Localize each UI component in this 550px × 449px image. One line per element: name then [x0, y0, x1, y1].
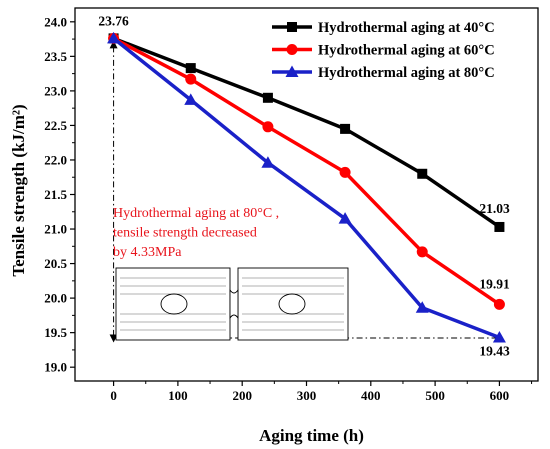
marker-triangle — [338, 212, 352, 224]
marker-square — [494, 221, 505, 232]
specimen-hole — [278, 293, 306, 315]
y-tick-label: 21.5 — [44, 187, 67, 202]
legend-label: Hydrothermal aging at 60°C — [318, 43, 495, 59]
legend-label: Hydrothermal aging at 40°C — [318, 20, 495, 36]
marker-circle — [286, 44, 298, 55]
legend-label: Hydrothermal aging at 80°C — [318, 65, 495, 81]
marker-circle — [185, 73, 197, 85]
y-tick-label: 22.0 — [44, 152, 67, 167]
specimen-illustration — [115, 267, 349, 341]
y-tick-label: 23.0 — [44, 83, 67, 98]
specimen-notch — [229, 288, 239, 320]
annotation: Hydrothermal aging at 80°C , tensile stre… — [113, 206, 279, 260]
marker-square — [417, 168, 428, 179]
y-tick-label: 20.5 — [44, 256, 67, 271]
y-tick-label: 23.5 — [44, 49, 67, 64]
y-axis-title: Tensile strength (kJ/m²) — [9, 104, 28, 276]
x-tick-label: 100 — [168, 388, 188, 403]
marker-circle — [416, 246, 428, 258]
legend: Hydrothermal aging at 40°C Hydrothermal a… — [272, 20, 495, 81]
series-3 — [107, 31, 506, 343]
x-tick-label: 600 — [490, 388, 510, 403]
series-line — [112, 36, 501, 306]
series-1 — [108, 33, 505, 232]
x-tick-label: 0 — [110, 388, 117, 403]
series-2 — [108, 32, 505, 310]
y-tick-label: 19.0 — [44, 360, 67, 375]
x-tick-label: 300 — [297, 388, 317, 403]
specimen-hole — [160, 293, 188, 315]
x-tick-label: 200 — [232, 388, 252, 403]
data-label: 21.03 — [479, 201, 510, 216]
marker-square — [185, 63, 196, 74]
marker-triangle — [285, 65, 299, 77]
y-tick-label: 19.5 — [44, 325, 67, 340]
x-axis-title: Aging time (h) — [259, 426, 364, 445]
marker-triangle — [184, 93, 198, 105]
data-label: 23.76 — [98, 13, 129, 28]
y-tick-label: 21.0 — [44, 222, 67, 237]
annotation-line: tensile strength decreased — [113, 226, 257, 241]
marker-circle — [262, 121, 274, 133]
marker-triangle — [261, 156, 275, 168]
marker-triangle — [492, 330, 506, 343]
marker-circle — [339, 166, 351, 178]
marker-circle — [493, 298, 505, 310]
data-label: 19.91 — [479, 276, 510, 291]
arrow-up — [109, 40, 118, 49]
y-tick-label: 24.0 — [44, 14, 67, 29]
x-tick-label: 400 — [361, 388, 381, 403]
series-line — [112, 36, 501, 229]
marker-square — [287, 22, 297, 32]
x-tick-label: 500 — [425, 388, 445, 403]
annotation-line: by 4.33MPa — [113, 245, 182, 260]
annotation-line: Hydrothermal aging at 80°C , — [113, 206, 279, 221]
marker-square — [262, 92, 273, 103]
data-label: 19.43 — [479, 343, 510, 358]
marker-triangle — [107, 31, 121, 44]
marker-square — [340, 123, 351, 134]
series-line — [112, 37, 501, 340]
marker-triangle — [415, 301, 429, 313]
y-tick-label: 22.5 — [44, 118, 67, 133]
y-tick-label: 20.0 — [44, 291, 67, 306]
